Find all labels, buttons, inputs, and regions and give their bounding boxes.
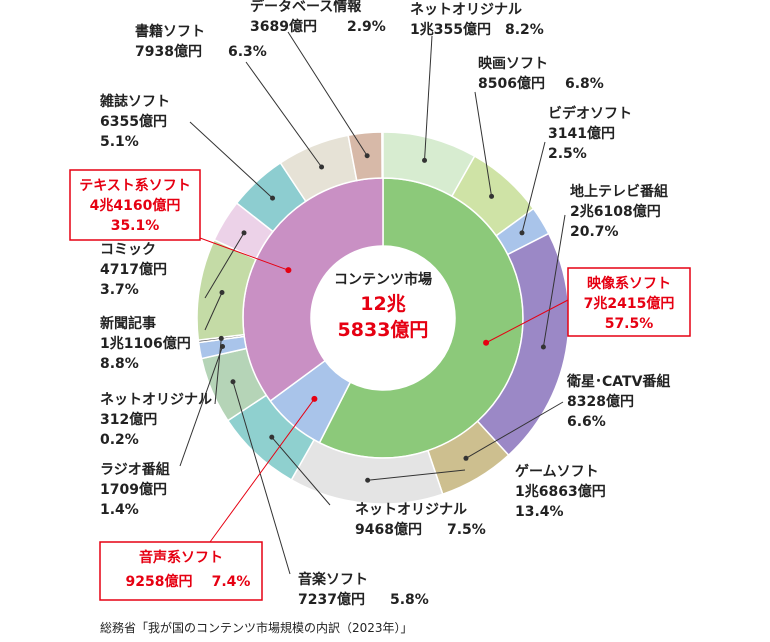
leader-dot bbox=[220, 344, 226, 350]
source: 総務省「我が国のコンテンツ市場規模の内訳（2023年）」 bbox=[100, 620, 413, 635]
segment-name: 映画ソフト bbox=[478, 56, 548, 72]
segment-percent: 3.7% bbox=[100, 282, 139, 298]
label-box bbox=[99, 541, 263, 601]
segment-amount: 312億円 bbox=[100, 411, 157, 428]
segment-name: コミック bbox=[100, 242, 156, 258]
segment-amount: 7237億円 bbox=[298, 591, 365, 608]
segment-name: 衛星･CATV番組 bbox=[566, 373, 670, 390]
segment-amount: 6355億円 bbox=[100, 113, 167, 130]
segment-amount: 1709億円 bbox=[100, 481, 167, 498]
segment-amount: 8506億円 bbox=[478, 75, 545, 92]
segment-amount: 9468億円 bbox=[355, 521, 422, 538]
segment-name: ラジオ番組 bbox=[100, 461, 170, 478]
segment-percent: 57.5% bbox=[605, 316, 654, 332]
leader-line bbox=[424, 35, 433, 161]
segment-amount: 8328億円 bbox=[567, 393, 634, 410]
leader-dot bbox=[219, 290, 225, 296]
segment-amount: 1兆6863億円 bbox=[515, 483, 606, 500]
leader-line bbox=[209, 398, 315, 543]
leader-line bbox=[204, 232, 245, 299]
segment-amount: 1兆355億円 bbox=[410, 21, 491, 38]
leader-dot bbox=[311, 395, 318, 402]
segment-amount: 1兆1106億円 bbox=[100, 335, 191, 352]
segment-percent: 20.7% bbox=[570, 224, 619, 240]
segment-name: ビデオソフト bbox=[548, 105, 632, 122]
segment-percent: 2.9% bbox=[347, 19, 386, 35]
segment-name: ゲームソフト bbox=[515, 463, 599, 480]
segment-amount: 9258億円 bbox=[126, 573, 193, 590]
segment-percent: 13.4% bbox=[515, 504, 564, 520]
leader-line bbox=[214, 338, 222, 405]
leader-line bbox=[465, 401, 564, 459]
segment-percent: 0.2% bbox=[100, 432, 139, 448]
segment-name: ネットオリジナル bbox=[410, 2, 522, 18]
leader-dot bbox=[463, 455, 469, 461]
segment-name: 音楽ソフト bbox=[298, 571, 368, 588]
leader-line bbox=[367, 469, 466, 481]
leader-line bbox=[521, 141, 546, 233]
segment-amount: 4717億円 bbox=[100, 261, 167, 278]
leader-dot bbox=[319, 164, 325, 170]
segment-percent: 6.3% bbox=[228, 44, 267, 60]
segment-percent: 35.1% bbox=[111, 218, 160, 234]
segment-name: 雑誌ソフト bbox=[99, 93, 170, 110]
segment-amount: 7938億円 bbox=[135, 43, 202, 60]
segment-amount: 7兆2415億円 bbox=[584, 295, 675, 312]
leader-dot bbox=[241, 230, 247, 236]
segment-percent: 5.8% bbox=[390, 592, 429, 608]
leader-dot bbox=[422, 157, 428, 163]
leader-line bbox=[245, 61, 322, 168]
leader-line bbox=[199, 237, 289, 271]
leader-dot bbox=[519, 230, 525, 236]
center-title: コンテンツ市場 bbox=[334, 271, 432, 288]
segment-name: データベース情報 bbox=[250, 0, 362, 15]
segment-name: ネットオリジナル bbox=[355, 502, 467, 518]
segment-name: 書籍ソフト bbox=[135, 23, 205, 40]
segment-percent: 5.1% bbox=[100, 134, 139, 150]
segment-amount: 4兆4160億円 bbox=[90, 197, 181, 214]
label-box bbox=[69, 169, 201, 241]
segment-name: 新聞記事 bbox=[100, 315, 156, 332]
leader-dot bbox=[230, 379, 236, 385]
segment-name: テキスト系ソフト bbox=[79, 177, 191, 194]
segment-name: 映像系ソフト bbox=[587, 275, 671, 292]
segment-percent: 7.5% bbox=[447, 522, 486, 538]
leader-line bbox=[474, 91, 493, 197]
leader-dot bbox=[489, 193, 495, 199]
segment-name: ネットオリジナル bbox=[100, 392, 212, 408]
segment-name: 音声系ソフト bbox=[139, 549, 223, 566]
leader-line bbox=[542, 214, 566, 348]
segment-name: 地上テレビ番組 bbox=[570, 183, 668, 200]
segment-percent: 2.5% bbox=[548, 146, 587, 162]
leader-line bbox=[485, 299, 569, 344]
leader-dot bbox=[218, 335, 224, 341]
segment-amount: 3689億円 bbox=[250, 18, 317, 35]
leader-dot bbox=[270, 195, 276, 201]
segment-percent: 1.4% bbox=[100, 502, 139, 518]
segment-percent: 8.2% bbox=[505, 22, 544, 38]
leader-dot bbox=[540, 344, 546, 350]
leader-line bbox=[271, 436, 331, 506]
leader-line bbox=[189, 121, 273, 199]
leader-dot bbox=[285, 267, 292, 274]
leader-dot bbox=[365, 477, 371, 483]
segment-amount: 3141億円 bbox=[548, 125, 615, 142]
center-total: 12兆 bbox=[360, 293, 405, 315]
leader-line bbox=[287, 31, 368, 157]
center-total: 5833億円 bbox=[338, 318, 429, 341]
leader-line bbox=[232, 381, 291, 575]
leader-dot bbox=[483, 339, 490, 346]
segment-percent: 8.8% bbox=[100, 356, 139, 372]
leader-dot bbox=[364, 153, 370, 159]
label-box bbox=[567, 267, 691, 337]
segment-percent: 6.6% bbox=[567, 414, 606, 430]
segment-amount: 2兆6108億円 bbox=[570, 203, 661, 220]
leader-line bbox=[179, 346, 223, 467]
leader-line bbox=[204, 292, 223, 331]
segment-percent: 7.4% bbox=[212, 574, 251, 590]
leader-dot bbox=[269, 434, 275, 440]
segment-percent: 6.8% bbox=[565, 76, 604, 92]
